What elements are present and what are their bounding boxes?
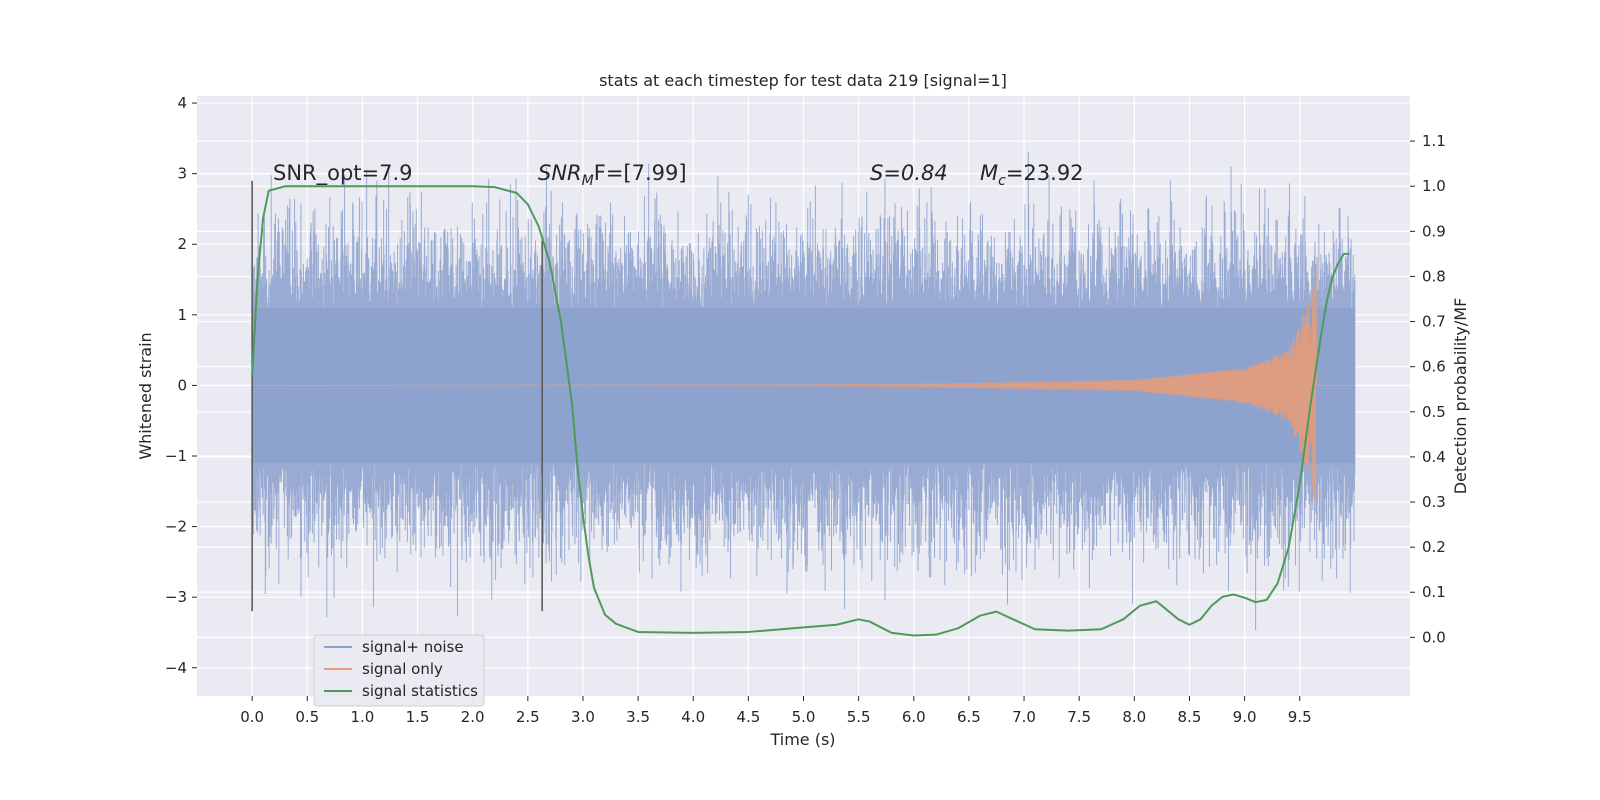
y2-axis-label: Detection probability/MF (1451, 298, 1470, 495)
y2-tick-label: 1.1 (1422, 132, 1446, 150)
y-tick-label: 2 (177, 235, 187, 253)
y-axis-label: Whitened strain (136, 332, 155, 459)
x-tick-label: 2.0 (461, 708, 485, 726)
y-tick-label: 1 (177, 306, 187, 324)
annotation-mc-prefix: M (980, 161, 998, 185)
y-axis-ticks: −4 −3 −2 −1 0 1 2 3 4 (165, 94, 197, 677)
chart-title: stats at each timestep for test data 219… (599, 71, 1007, 90)
y-tick-label: −1 (165, 447, 187, 465)
x-tick-label: 4.5 (736, 708, 760, 726)
x-tick-label: 0.0 (240, 708, 264, 726)
x-tick-label: 6.5 (957, 708, 981, 726)
vertical-markers (251, 180, 543, 612)
x-tick-label: 1.5 (406, 708, 430, 726)
y2-tick-label: 0.2 (1422, 538, 1446, 556)
x-tick-label: 5.0 (792, 708, 816, 726)
y-tick-label: −2 (165, 518, 187, 536)
y2-tick-label: 0.3 (1422, 493, 1446, 511)
y2-tick-label: 0.1 (1422, 583, 1446, 601)
y-tick-label: 0 (177, 376, 187, 394)
legend: signal+ noise signal only signal statist… (313, 634, 485, 707)
annotation-mc-suffix: =23.92 (1006, 161, 1084, 185)
legend-label-signal-noise: signal+ noise (362, 638, 464, 656)
y2-tick-label: 0.8 (1422, 267, 1446, 285)
x-tick-label: 0.5 (295, 708, 319, 726)
annotation-s-value: S=0.84 (870, 161, 948, 185)
y2-tick-label: 0.0 (1422, 628, 1446, 646)
y-tick-label: −4 (165, 659, 187, 677)
x-tick-label: 4.0 (681, 708, 705, 726)
series-signal-only (252, 264, 1355, 502)
y2-tick-label: 0.7 (1422, 313, 1446, 331)
y-tick-label: −3 (165, 588, 187, 606)
x-axis-label: Time (s) (769, 730, 835, 749)
annotation-snr-mf-suffix: F=[7.99] (594, 161, 687, 185)
annotation-snr-mf-sub: M (582, 173, 594, 189)
y2-tick-label: 0.4 (1422, 448, 1446, 466)
y-tick-label: 3 (177, 165, 187, 183)
x-tick-label: 7.0 (1012, 708, 1036, 726)
statistics-line (251, 185, 1350, 637)
x-axis-ticks: 0.0 0.5 1.0 1.5 2.0 2.5 3.0 3.5 4.0 4.5 5.0 5.5 6.0 6… (240, 696, 1312, 726)
legend-box (313, 634, 485, 707)
y2-tick-label: 0.5 (1422, 403, 1446, 421)
annotation-snr-opt: SNR_opt=7.9 (273, 161, 413, 186)
y2-axis-ticks: 0.0 0.1 0.2 0.3 0.4 0.5 0.6 0.7 0.8 0.9 1.0 1.1 (1410, 132, 1446, 646)
y2-tick-label: 0.9 (1422, 222, 1446, 240)
x-tick-label: 9.5 (1288, 708, 1312, 726)
x-tick-label: 1.0 (350, 708, 374, 726)
x-tick-label: 8.5 (1178, 708, 1202, 726)
legend-label-signal-statistics: signal statistics (362, 682, 478, 700)
x-tick-label: 7.5 (1067, 708, 1091, 726)
signal-trace (252, 264, 1355, 502)
y2-tick-label: 1.0 (1422, 177, 1446, 195)
annotation-mc-sub: c (998, 173, 1006, 189)
x-tick-label: 3.0 (571, 708, 595, 726)
x-tick-label: 3.5 (626, 708, 650, 726)
series-signal-statistics (251, 185, 1350, 637)
y-tick-label: 4 (177, 94, 187, 112)
annotation-snr-mf-prefix: SNR (538, 161, 582, 185)
x-tick-label: 8.0 (1122, 708, 1146, 726)
y2-tick-label: 0.6 (1422, 358, 1446, 376)
x-tick-label: 5.5 (847, 708, 871, 726)
x-tick-label: 9.0 (1233, 708, 1257, 726)
x-tick-label: 6.0 (902, 708, 926, 726)
legend-label-signal-only: signal only (362, 660, 443, 678)
annotation-mc: Mc=23.92 (980, 161, 1084, 189)
annotation-snr-mf: SNRMF=[7.99] (538, 161, 687, 189)
x-tick-label: 2.5 (516, 708, 540, 726)
